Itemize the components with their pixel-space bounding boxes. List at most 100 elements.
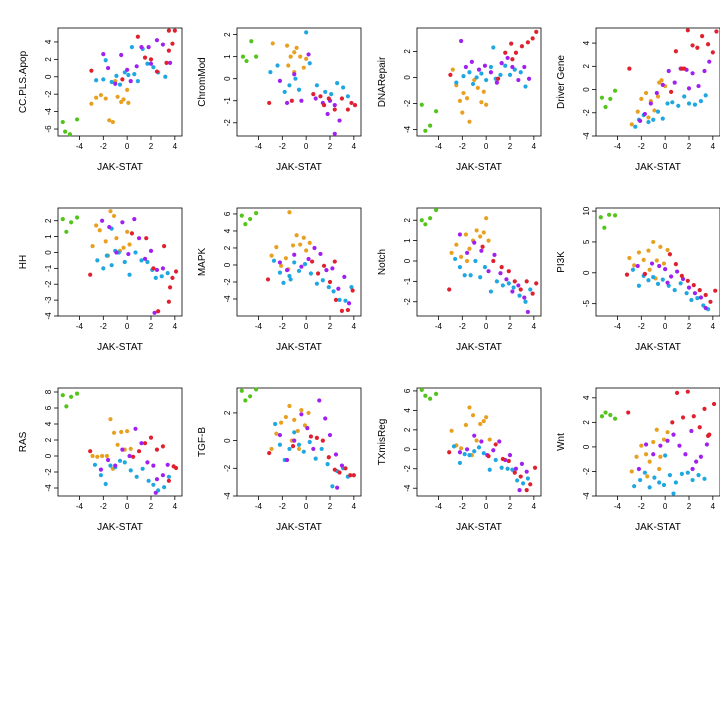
data-point [293,76,298,81]
data-point [173,465,179,471]
data-point [463,422,468,428]
data-point [330,484,335,489]
data-point [472,449,477,454]
data-point [682,94,687,99]
data-point [277,78,283,83]
data-point [454,242,459,247]
data-point [243,398,248,403]
data-point [673,480,678,485]
data-point [689,428,694,434]
data-point [451,444,457,449]
data-point [101,266,106,271]
scatter-panel-5: -4 -2 0 2 4 -4 -3 -2 -1 0 1 2 JAK-STAT HH [18,207,183,353]
data-point [702,476,707,481]
data-point [164,60,169,65]
data-point [689,297,694,303]
data-point [714,29,719,34]
data-point [519,44,525,49]
x-axis-label: JAK-STAT [97,522,143,533]
data-point [107,224,112,230]
data-point [476,445,482,450]
data-point [253,387,259,392]
x-tick-label: 4 [711,502,716,511]
data-point [128,446,133,451]
data-point [624,272,630,277]
y-tick-label: 0 [403,258,412,263]
data-point [530,36,535,41]
data-point [287,273,292,279]
data-point [335,485,340,490]
data-point [332,467,337,472]
data-point [682,66,687,71]
data-point [95,454,100,459]
data-point [170,275,175,280]
data-point [447,287,452,292]
data-point [69,220,74,225]
data-point [97,228,102,233]
data-point [288,54,293,59]
data-point [325,111,330,117]
data-point [319,446,324,452]
data-point [267,100,272,106]
data-point [665,101,670,106]
data-point [74,117,80,122]
x-tick-label: 4 [352,142,357,151]
data-point [100,453,105,459]
data-point [657,263,662,269]
data-point [292,260,297,265]
data-point [162,244,167,249]
data-point [88,449,93,454]
data-point [493,457,498,463]
data-point [349,100,354,106]
y-tick-label: 5 [582,239,591,244]
data-point [308,271,314,276]
data-point [110,119,115,125]
x-tick-label: 2 [328,502,333,511]
scatter-panel-2: -4 -2 0 2 4 -2 -1 0 1 2 JAK-STAT ChromMod [197,27,362,173]
y-tick-label: -2 [403,298,412,306]
data-point [336,286,341,291]
data-point [120,220,125,225]
y-tick-label: -2 [223,278,232,286]
data-point [703,305,708,311]
data-point [638,118,643,124]
data-point [111,213,117,219]
data-point [517,488,522,493]
data-point [484,415,489,420]
data-point [467,453,472,458]
y-tick-label: 2 [403,427,412,432]
data-point [296,446,302,452]
x-axis-label: JAK-STAT [635,162,681,173]
data-point [526,76,532,81]
y-tick-label: 2 [582,420,591,425]
data-point [461,90,466,96]
data-point [660,116,665,121]
data-point [136,236,142,241]
data-point [333,297,339,302]
y-tick-label: -2 [223,464,232,472]
y-tick-label: 0 [403,75,412,80]
data-point [449,428,454,433]
data-point [146,478,151,483]
y-tick-label: -4 [403,484,412,492]
data-point [273,421,278,427]
data-point [307,61,312,66]
plot-frame [236,387,362,497]
data-point [244,58,249,64]
data-point [342,274,347,279]
data-point [325,462,330,467]
y-axis-label: PI3K [556,251,567,273]
data-point [486,238,491,243]
y-tick-label: 0 [582,87,591,92]
data-point [153,490,158,495]
data-point [482,264,488,270]
data-point [428,123,433,128]
data-point [510,64,515,70]
data-point [486,269,491,274]
x-axis-label: JAK-STAT [276,162,322,173]
x-tick-label: -4 [435,142,443,151]
data-point [345,107,350,112]
data-point [125,87,130,92]
data-point [166,299,171,304]
data-point [491,258,496,264]
